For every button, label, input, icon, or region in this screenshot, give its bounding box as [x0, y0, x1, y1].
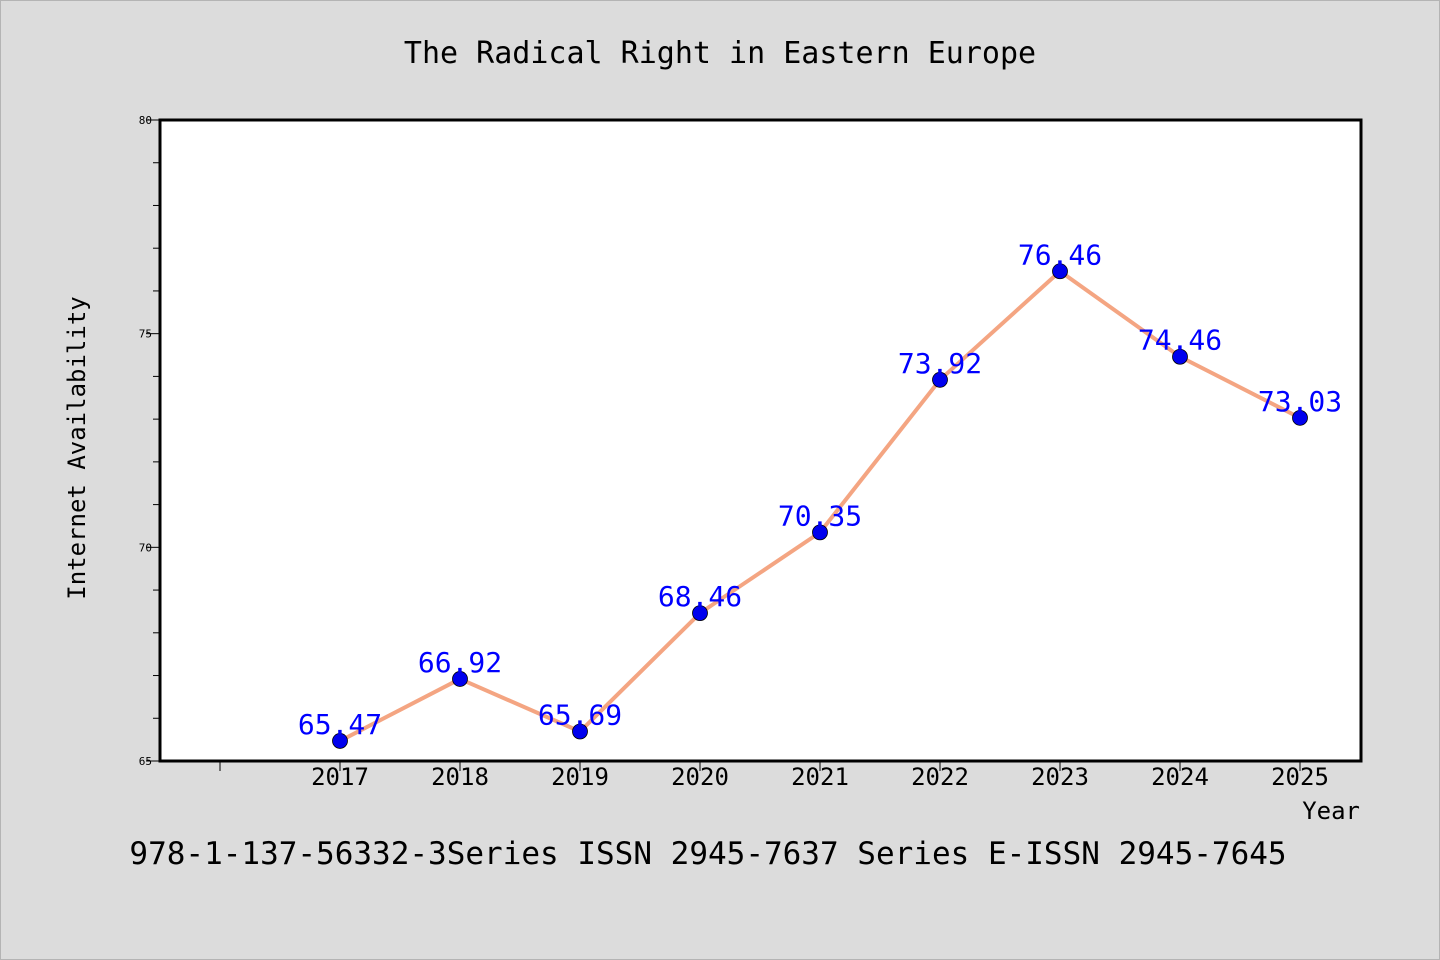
y-axis: 65 70 75 80 [139, 114, 160, 768]
data-label: 76.46 [1018, 238, 1102, 271]
chart-title: The Radical Right in Eastern Europe [404, 36, 1036, 71]
data-label: 73.92 [898, 347, 982, 380]
data-labels: 65.47 66.92 65.69 68.46 70.35 73.92 76.46 74.46… [298, 238, 1342, 741]
data-point [332, 733, 348, 749]
x-tick-label: 2024 [1151, 763, 1209, 791]
footer-text: 978-1-137-56332-3Series ISSN 2945-7637 S… [129, 836, 1286, 872]
data-label: 66.92 [418, 646, 502, 679]
data-label: 73.03 [1258, 385, 1342, 418]
data-point [1292, 409, 1308, 426]
data-label: 70.35 [778, 499, 862, 532]
data-label: 65.69 [538, 699, 622, 732]
x-axis: 2017 2018 2019 2020 2021 2022 2023 2024 2025 [219, 761, 1329, 791]
data-label: 74.46 [1138, 324, 1222, 357]
data-point [1172, 348, 1188, 365]
data-point [932, 371, 948, 388]
x-axis-label: Year [1302, 797, 1360, 825]
x-tick-label: 2022 [911, 763, 969, 791]
y-tick-label: 75 [139, 328, 152, 341]
data-point [1052, 263, 1068, 280]
x-tick-label: 2019 [551, 763, 609, 791]
data-point [452, 671, 468, 687]
y-tick-label: 65 [139, 755, 152, 768]
y-axis-label: Internet Availability [63, 296, 91, 599]
series-markers [332, 263, 1308, 749]
y-tick-label: 70 [139, 541, 152, 554]
data-point [572, 723, 588, 740]
x-tick-label: 2025 [1271, 763, 1329, 791]
x-tick-label: 2020 [671, 763, 729, 791]
data-point [692, 605, 708, 622]
plot-frame [158, 118, 1363, 763]
plot-area [160, 120, 1361, 761]
data-point [812, 524, 828, 541]
x-tick-label: 2023 [1031, 763, 1089, 791]
data-label: 65.47 [298, 708, 382, 741]
y-tick-label: 80 [139, 114, 152, 127]
x-tick-label: 2021 [791, 763, 849, 791]
x-tick-label: 2018 [431, 763, 489, 791]
data-label: 68.46 [658, 580, 742, 613]
x-tick-label: 2017 [311, 763, 369, 791]
